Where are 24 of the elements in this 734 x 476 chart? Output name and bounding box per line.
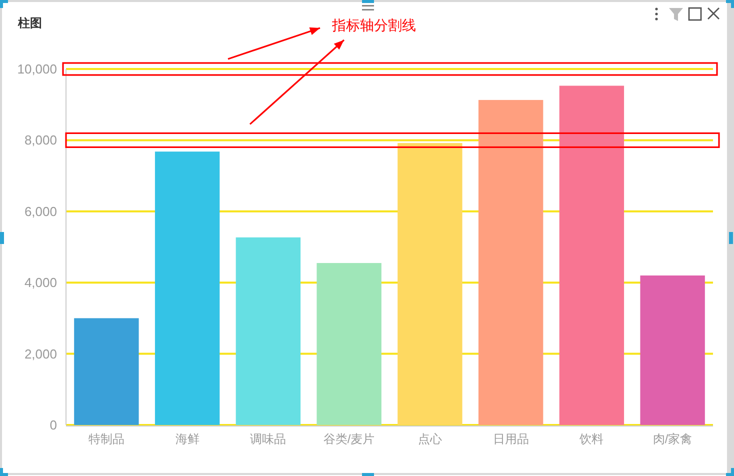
bar [316,263,382,425]
bar [559,86,624,425]
chart-title: 柱图 [17,16,42,30]
x-tick-label: 日用品 [492,432,529,446]
y-tick-label: 0 [50,418,57,432]
y-tick-label: 4,000 [24,275,57,290]
x-tick-label: 调味品 [250,432,286,446]
x-tick-label: 饮料 [578,432,604,446]
x-tick-label: 点心 [418,432,442,446]
y-tick-label: 10,000 [17,62,57,76]
bar [236,237,301,425]
y-tick-label: 8,000 [24,132,57,148]
x-tick-label: 肉/家禽 [652,432,692,446]
bar [640,275,705,425]
bar [478,100,544,425]
bar [398,143,462,425]
y-tick-label: 2,000 [24,346,57,362]
bar [154,152,220,425]
text: 指标轴分割线 [331,17,416,33]
y-tick-label: 6,000 [24,204,57,219]
x-tick-label: 谷类/麦片 [323,432,375,446]
x-tick-label: 特制品 [88,432,124,446]
bar [74,318,139,425]
x-tick-label: 海鲜 [175,432,200,446]
